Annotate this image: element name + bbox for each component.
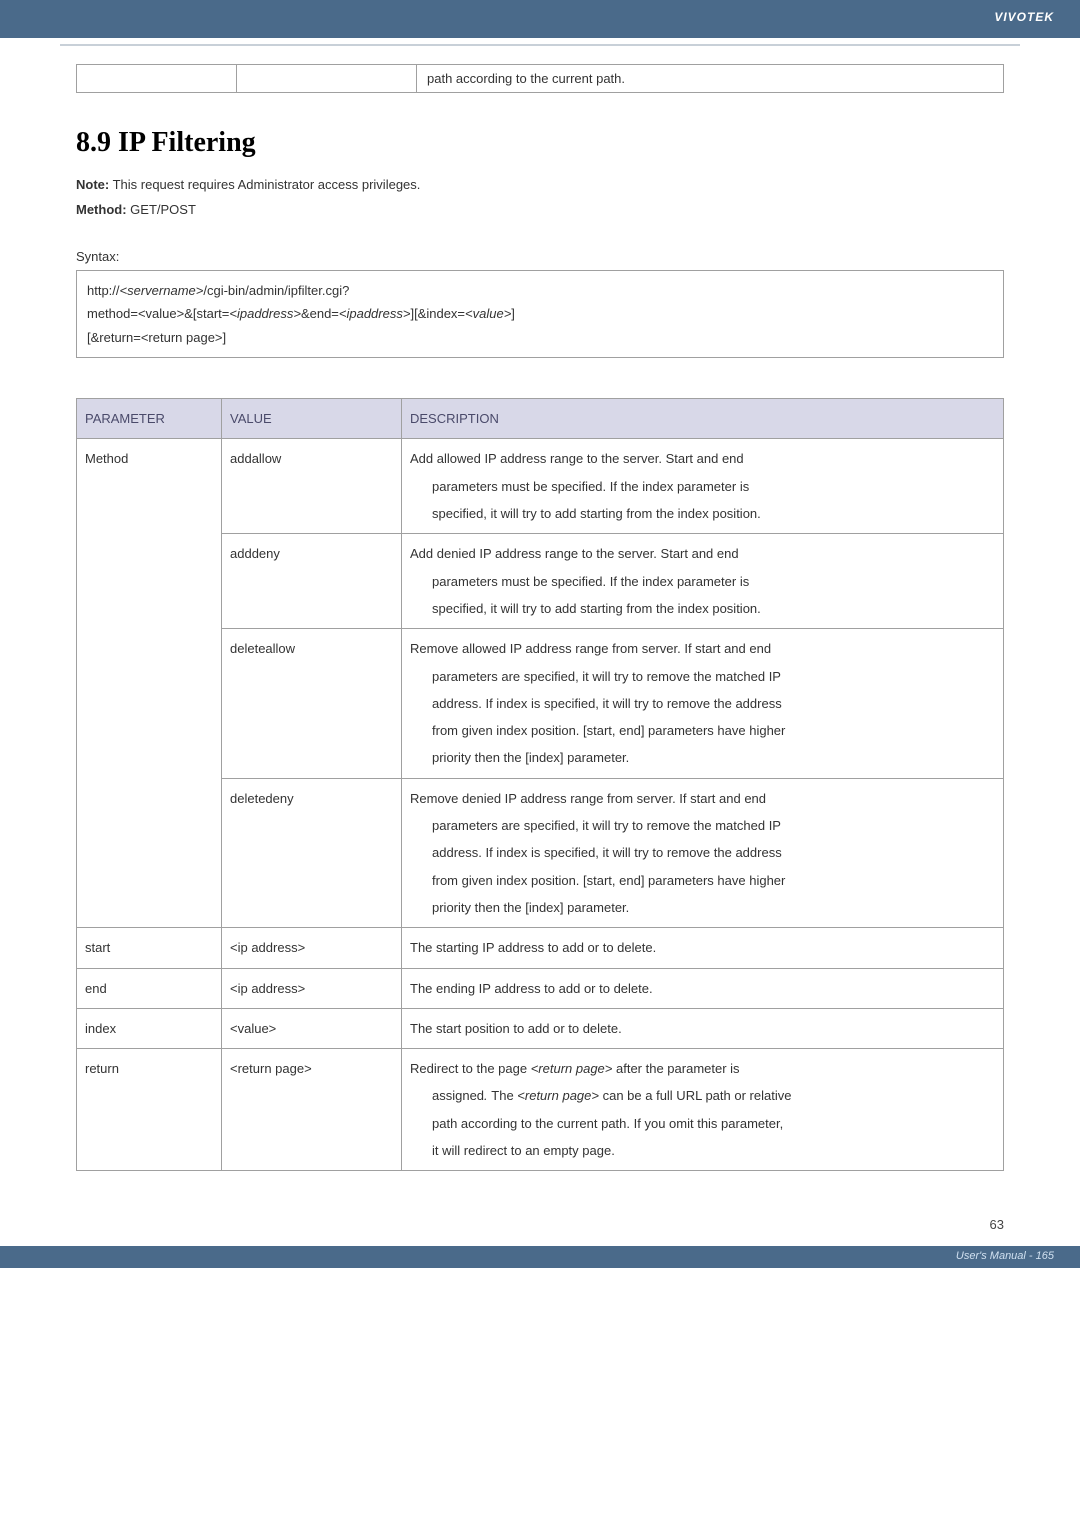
cell-param-index: index — [77, 1008, 222, 1048]
cell-param-method: Method — [77, 439, 222, 928]
syntax-text: /cgi-bin/admin/ipfilter.cgi? — [203, 283, 349, 298]
header-banner: VIVOTEK — [0, 0, 1080, 38]
desc-text: it will redirect to an empty page. — [410, 1137, 995, 1164]
parameter-table: PARAMETER VALUE DESCRIPTION Method addal… — [76, 398, 1004, 1171]
footer-manual-label: User's Manual - 165 — [956, 1250, 1054, 1262]
table-row: Method addallow Add allowed IP address r… — [77, 439, 1004, 534]
t: The — [491, 1088, 517, 1103]
desc-text: Add denied IP address range to the serve… — [410, 546, 739, 561]
cell-desc-deletedeny: Remove denied IP address range from serv… — [402, 778, 1004, 927]
table-row: end <ip address> The ending IP address t… — [77, 968, 1004, 1008]
desc-text: parameters are specified, it will try to… — [410, 663, 995, 690]
italic: <return page> — [531, 1061, 613, 1076]
footer-banner: User's Manual - 165 — [0, 1246, 1080, 1268]
desc-text: address. If index is specified, it will … — [410, 839, 995, 866]
cell-value-start: <ip address> — [222, 928, 402, 968]
syntax-italic: <value> — [465, 306, 511, 321]
cell-param-return: return — [77, 1049, 222, 1171]
desc-text: Remove denied IP address range from serv… — [410, 791, 766, 806]
cell-empty-2 — [237, 65, 417, 93]
header-parameter: PARAMETER — [77, 399, 222, 439]
syntax-text: ] — [511, 306, 515, 321]
syntax-line-3: [&return=<return page>] — [87, 326, 993, 349]
desc-text: specified, it will try to add starting f… — [410, 500, 995, 527]
desc-text: specified, it will try to add starting f… — [410, 595, 995, 622]
header-description: DESCRIPTION — [402, 399, 1004, 439]
table-row: index <value> The start position to add … — [77, 1008, 1004, 1048]
method-text: GET/POST — [127, 202, 196, 217]
syntax-italic: <ipaddress> — [339, 306, 411, 321]
desc-text: assigned. The <return page> can be a ful… — [410, 1082, 995, 1109]
cell-desc-index: The start position to add or to delete. — [402, 1008, 1004, 1048]
syntax-line-2: method=<value>&[start=<ipaddress>&end=<i… — [87, 302, 993, 325]
desc-text: priority then the [index] parameter. — [410, 894, 995, 921]
note-line: Note: This request requires Administrato… — [76, 177, 1004, 192]
method-line: Method: GET/POST — [76, 202, 1004, 217]
note-text: This request requires Administrator acce… — [109, 177, 420, 192]
cell-value-adddeny: adddeny — [222, 534, 402, 629]
desc-text: from given index position. [start, end] … — [410, 867, 995, 894]
cell-value-end: <ip address> — [222, 968, 402, 1008]
cell-param-end: end — [77, 968, 222, 1008]
syntax-text: method=<value>&[start= — [87, 306, 229, 321]
cell-desc-adddeny: Add denied IP address range to the serve… — [402, 534, 1004, 629]
top-fragment-table: path according to the current path. — [76, 64, 1004, 93]
t: Redirect to the page — [410, 1061, 531, 1076]
syntax-italic: <servername> — [120, 283, 204, 298]
syntax-text: http:// — [87, 283, 120, 298]
cell-path-text: path according to the current path. — [417, 65, 1004, 93]
cell-desc-addallow: Add allowed IP address range to the serv… — [402, 439, 1004, 534]
table-row: path according to the current path. — [77, 65, 1004, 93]
desc-text: address. If index is specified, it will … — [410, 690, 995, 717]
brand-label: VIVOTEK — [994, 10, 1054, 24]
header-value: VALUE — [222, 399, 402, 439]
desc-text: priority then the [index] parameter. — [410, 744, 995, 771]
cell-param-start: start — [77, 928, 222, 968]
method-label: Method: — [76, 202, 127, 217]
syntax-text: ][&index= — [410, 306, 465, 321]
table-row: start <ip address> The starting IP addre… — [77, 928, 1004, 968]
desc-text: parameters are specified, it will try to… — [410, 812, 995, 839]
page-number: 63 — [0, 1211, 1080, 1246]
t: after the parameter is — [612, 1061, 739, 1076]
t: can be a full URL path or relative — [599, 1088, 791, 1103]
cell-value-index: <value> — [222, 1008, 402, 1048]
syntax-label: Syntax: — [76, 249, 1004, 264]
section-title: 8.9 IP Filtering — [76, 127, 1004, 159]
syntax-box: http://<servername>/cgi-bin/admin/ipfilt… — [76, 270, 1004, 358]
cell-empty-1 — [77, 65, 237, 93]
cell-desc-deleteallow: Remove allowed IP address range from ser… — [402, 629, 1004, 778]
desc-text: parameters must be specified. If the ind… — [410, 473, 995, 500]
italic: <return page> — [517, 1088, 599, 1103]
cell-value-return: <return page> — [222, 1049, 402, 1171]
cell-desc-return: Redirect to the page <return page> after… — [402, 1049, 1004, 1171]
syntax-line-1: http://<servername>/cgi-bin/admin/ipfilt… — [87, 279, 993, 302]
desc-text: from given index position. [start, end] … — [410, 717, 995, 744]
cell-value-deletedeny: deletedeny — [222, 778, 402, 927]
table-row: return <return page> Redirect to the pag… — [77, 1049, 1004, 1171]
desc-text: path according to the current path. If y… — [410, 1110, 995, 1137]
syntax-italic: <ipaddress> — [229, 306, 301, 321]
desc-text: Add allowed IP address range to the serv… — [410, 451, 744, 466]
cell-value-addallow: addallow — [222, 439, 402, 534]
desc-text: Remove allowed IP address range from ser… — [410, 641, 771, 656]
table-header-row: PARAMETER VALUE DESCRIPTION — [77, 399, 1004, 439]
cell-value-deleteallow: deleteallow — [222, 629, 402, 778]
syntax-text: &end= — [301, 306, 339, 321]
desc-text: parameters must be specified. If the ind… — [410, 568, 995, 595]
note-label: Note: — [76, 177, 109, 192]
cell-desc-end: The ending IP address to add or to delet… — [402, 968, 1004, 1008]
page-content: path according to the current path. 8.9 … — [0, 46, 1080, 1211]
desc-text: Redirect to the page <return page> after… — [410, 1061, 740, 1076]
cell-desc-start: The starting IP address to add or to del… — [402, 928, 1004, 968]
t: assigned — [432, 1088, 484, 1103]
